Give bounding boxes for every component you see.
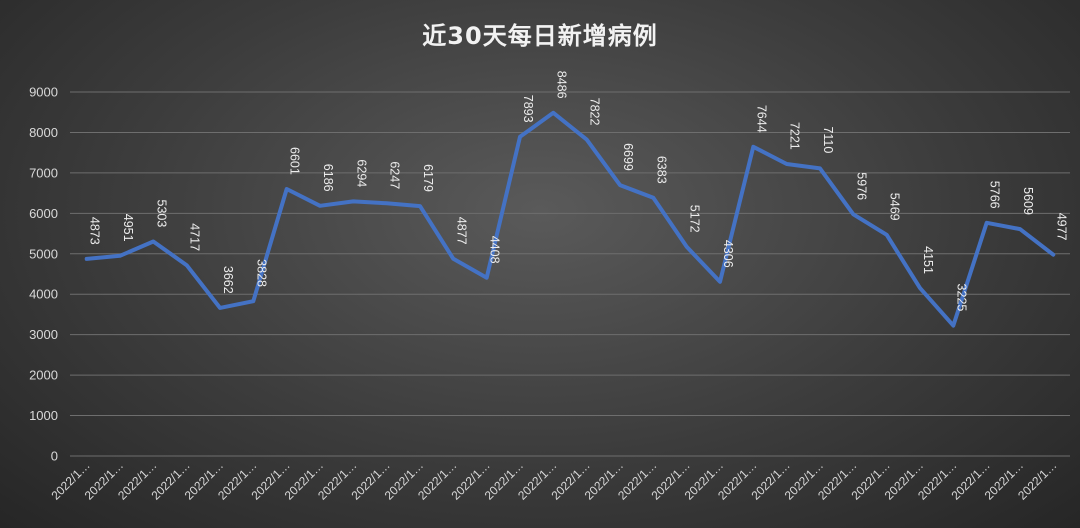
chart-title: 近30天每日新增病例 [422,22,658,50]
y-tick-label: 1000 [29,408,58,423]
y-tick-label: 7000 [29,165,58,180]
y-tick-label: 4000 [29,287,58,302]
data-label: 8486 [554,71,568,99]
data-label: 5609 [1021,187,1035,215]
data-label: 5172 [688,205,702,233]
data-label: 5766 [988,181,1002,209]
y-tick-label: 6000 [29,206,58,221]
data-label: 4717 [188,223,202,251]
data-label: 5976 [854,172,868,200]
data-label: 7893 [521,95,535,123]
data-label: 5303 [154,200,168,228]
data-label: 6247 [388,161,402,189]
data-label: 6383 [654,156,668,184]
data-label: 4951 [121,214,135,242]
data-label: 7110 [821,126,835,153]
x-axis: 2022/1…2022/1…2022/1…2022/1…2022/1…2022/… [48,458,1059,502]
gridlines [70,91,1070,457]
data-label: 7221 [788,122,802,150]
data-label: 3225 [954,284,968,312]
data-label: 7644 [754,105,768,133]
data-label: 3662 [221,266,235,294]
data-label: 4306 [721,240,735,268]
data-label: 4873 [88,217,102,245]
data-label: 6601 [288,147,302,175]
data-label: 4151 [921,246,935,274]
y-tick-label: 2000 [29,368,58,383]
y-tick-label: 0 [51,449,58,464]
y-tick-label: 3000 [29,327,58,342]
series-line [84,110,1056,328]
data-label: 3828 [254,259,268,287]
data-label: 6294 [354,159,368,187]
data-labels: 4873 4951 5303 4717 3662 3828 6601 6186 6294 6247… [88,71,1069,312]
y-tick-label: 5000 [29,246,58,261]
data-label: 7822 [588,98,602,126]
y-axis: 0 1000 2000 3000 4000 5000 6000 7000 8000 9000 [29,85,58,464]
data-label: 6699 [621,143,635,171]
data-label: 4977 [1054,213,1068,241]
data-label: 4408 [488,236,502,264]
data-label: 6179 [421,164,435,192]
data-label: 5469 [888,193,902,221]
data-label: 4877 [454,217,468,245]
y-tick-label: 8000 [29,125,58,140]
y-tick-label: 9000 [29,85,58,100]
data-label: 6186 [321,164,335,192]
